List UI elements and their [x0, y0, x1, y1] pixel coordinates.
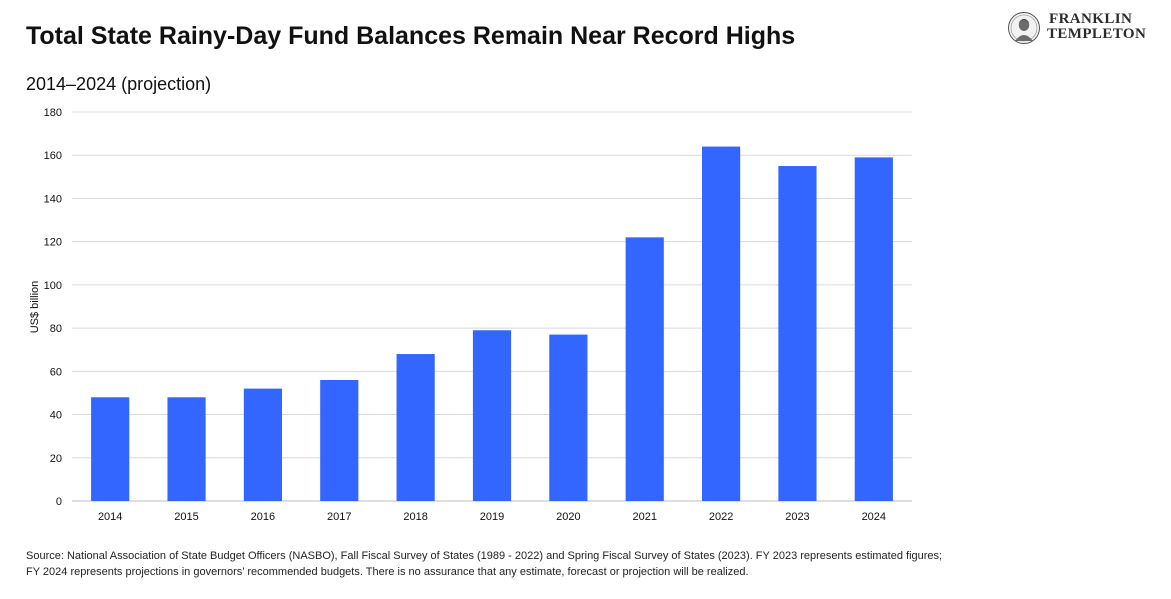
bar-2022: [702, 146, 741, 502]
bar-2021: [625, 237, 664, 501]
portrait-seal-icon: [1008, 12, 1040, 44]
franklin-templeton-logo: FRANKLIN TEMPLETON: [1007, 10, 1157, 46]
y-tick-label: 20: [50, 453, 62, 465]
x-tick-label: 2024: [862, 511, 886, 523]
chart-subtitle: 2014–2024 (projection): [26, 74, 212, 94]
y-tick-label: 140: [44, 193, 62, 205]
bar-2024: [854, 157, 893, 501]
x-tick-label: 2023: [785, 511, 809, 523]
y-tick-label: 40: [50, 410, 62, 422]
bar-2015: [167, 397, 206, 501]
logo-line-franklin: FRANKLIN: [1049, 11, 1133, 27]
source-line-2: FY 2024 represents projections in govern…: [26, 566, 749, 578]
x-tick-label: 2016: [251, 511, 275, 523]
bar-2017: [320, 379, 359, 501]
x-tick-label: 2021: [632, 511, 656, 523]
x-tick-label: 2015: [174, 511, 198, 523]
y-tick-label: 180: [44, 107, 62, 119]
bar-2014: [91, 397, 130, 501]
y-tick-label: 100: [44, 280, 62, 292]
bar-2020: [549, 334, 588, 501]
bars: [91, 146, 893, 502]
bar-2023: [778, 166, 817, 501]
y-axis-ticks: 0 20 40 60 80 100 120 140 160 180: [44, 107, 62, 508]
y-tick-label: 80: [50, 323, 62, 335]
x-tick-label: 2019: [480, 511, 504, 523]
source-note: Source: National Association of State Bu…: [26, 548, 943, 580]
chart-title: Total State Rainy-Day Fund Balances Rema…: [26, 22, 796, 50]
y-axis-label: US$ billion: [29, 281, 41, 334]
bar-2016: [243, 388, 282, 501]
x-tick-label: 2017: [327, 511, 351, 523]
logo-line-templeton: TEMPLETON: [1047, 26, 1147, 42]
x-axis-ticks: 2014 2015 2016 2017 2018 2019 2020 2021 2022 2023…: [98, 511, 886, 523]
x-tick-label: 2020: [556, 511, 580, 523]
x-tick-label: 2022: [709, 511, 733, 523]
y-tick-label: 0: [56, 496, 62, 508]
x-tick-label: 2014: [98, 511, 122, 523]
y-tick-label: 160: [44, 150, 62, 162]
x-tick-label: 2018: [403, 511, 427, 523]
y-tick-label: 120: [44, 237, 62, 249]
source-line-1: Source: National Association of State Bu…: [26, 550, 943, 562]
y-tick-label: 60: [50, 366, 62, 378]
bar-2019: [472, 330, 512, 501]
bar-2018: [396, 354, 435, 501]
